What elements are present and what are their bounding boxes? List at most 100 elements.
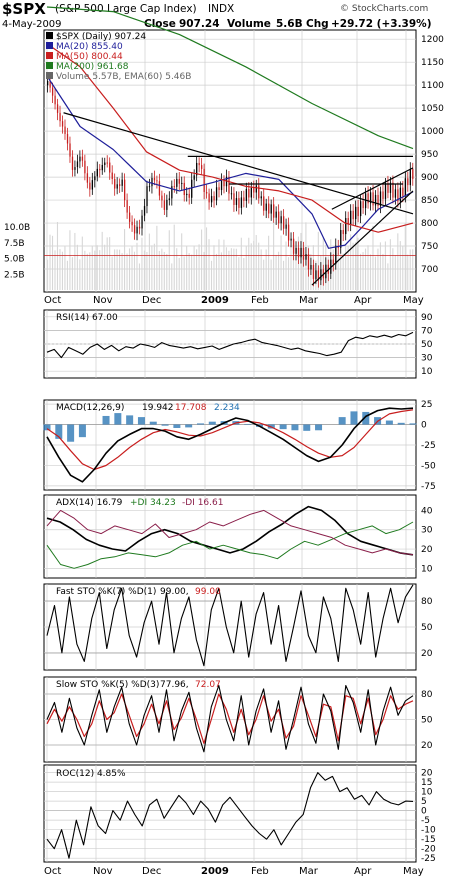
price-candle (198, 162, 200, 166)
volume-bar (367, 245, 369, 290)
price-candle (161, 195, 163, 201)
volume-bar (238, 257, 240, 290)
rsi-line (46, 331, 414, 359)
volume-bar (76, 244, 78, 290)
price-candle (121, 179, 123, 186)
macd-histogram-bar (185, 424, 193, 428)
volume-bar (260, 249, 262, 290)
slow-sto-d-line (46, 693, 414, 744)
volume-tick-label: 5.0B (4, 255, 25, 265)
volume-bar (54, 250, 56, 290)
volume-bar (275, 254, 277, 290)
price-candle (158, 181, 161, 196)
macd-signal-value: 17.708 (175, 403, 207, 413)
macd-label: MACD(12,26,9) (56, 403, 124, 413)
x-tick-label: Dec (142, 866, 161, 877)
price-candle (352, 210, 354, 220)
y-tick-label: 5 (421, 797, 427, 807)
y-tick-label: 0 (421, 807, 427, 817)
price-candle (305, 254, 307, 260)
y-tick-label: 80 (421, 597, 433, 607)
price-candle (171, 186, 173, 199)
volume-bar (394, 255, 396, 290)
x-tick-label: Apr (354, 295, 372, 306)
price-candle (76, 161, 79, 168)
price-candle (74, 167, 76, 170)
macd-histogram-bar (43, 424, 51, 431)
volume-bar (94, 250, 96, 290)
plus-di-line (46, 521, 414, 569)
volume-bar (146, 251, 148, 290)
price-candle (235, 198, 238, 205)
volume-bar (148, 233, 150, 290)
volume-bar (412, 249, 414, 290)
plus-di-label: +DI 34.23 (130, 498, 176, 508)
macd-signal-line (46, 409, 414, 471)
volume-bar (71, 257, 73, 290)
legend-swatch (46, 52, 53, 59)
price-candle (372, 192, 374, 206)
price-candle (94, 176, 96, 181)
price-candle (106, 162, 108, 164)
price-candle (270, 204, 272, 214)
price-candle (86, 173, 89, 183)
price-candle (104, 162, 106, 165)
fast-sto-d-value: 99.00 (195, 587, 221, 597)
volume-bar (91, 245, 93, 290)
volume-bar (223, 239, 225, 290)
price-candle (265, 203, 267, 211)
volume-bar (382, 253, 384, 290)
roc-line (46, 772, 414, 859)
macd-histogram-bar (173, 424, 181, 428)
y-tick-label: -75 (421, 482, 436, 492)
volume-bar (322, 237, 324, 290)
volume-bar (208, 239, 210, 290)
volume-bar (176, 248, 178, 290)
y-tick-label: 70 (421, 326, 433, 336)
volume-bar (119, 249, 121, 290)
price-candle (133, 225, 136, 234)
volume-bar (258, 242, 260, 290)
x-tick-label: 2009 (201, 295, 229, 306)
x-tick-label: May (403, 866, 424, 877)
price-candle (79, 156, 81, 162)
price-candle (253, 187, 255, 193)
volume-bar (220, 252, 222, 290)
y-tick-label: 0 (421, 421, 427, 431)
legend-swatch (46, 72, 53, 79)
volume-bar (201, 229, 203, 290)
chg-value: +29.72 (+3.39%) (331, 18, 432, 30)
volume-bar (387, 263, 389, 290)
y-tick-label: 30 (421, 354, 433, 364)
volume-bar (153, 243, 155, 290)
price-candle (148, 186, 151, 188)
y-tick-label: 40 (421, 506, 433, 516)
macd-histogram-bar (279, 424, 287, 430)
volume-bar (136, 242, 138, 290)
symbol: $SPX (2, 0, 46, 18)
volume-legend: Volume 5.57B, EMA(60) 5.46B (56, 72, 191, 82)
macd-histogram-bar (338, 417, 346, 425)
y-tick-label: 20 (421, 545, 433, 555)
price-candle (91, 180, 94, 190)
index-name: (S&P 500 Large Cap Index) (55, 3, 197, 15)
price-candle (387, 183, 389, 193)
volume-bar (104, 244, 106, 290)
price-candle (173, 186, 175, 188)
macd-histogram-bar (114, 413, 122, 425)
price-candle (146, 186, 148, 207)
volume-bar (265, 249, 267, 290)
volume-bar (233, 248, 235, 290)
volume-bar (402, 246, 404, 290)
minus-di-line (46, 509, 414, 556)
volume-bar (116, 249, 118, 290)
y-tick-label: 20 (421, 741, 433, 751)
price-candle (292, 238, 295, 254)
price-candle (394, 189, 397, 198)
volume-bar (218, 239, 220, 290)
volume-bar (198, 244, 200, 290)
price-candle (196, 162, 198, 176)
price-candle (114, 179, 116, 189)
price-candle (124, 179, 126, 201)
slow-sto-k-line (46, 684, 414, 753)
